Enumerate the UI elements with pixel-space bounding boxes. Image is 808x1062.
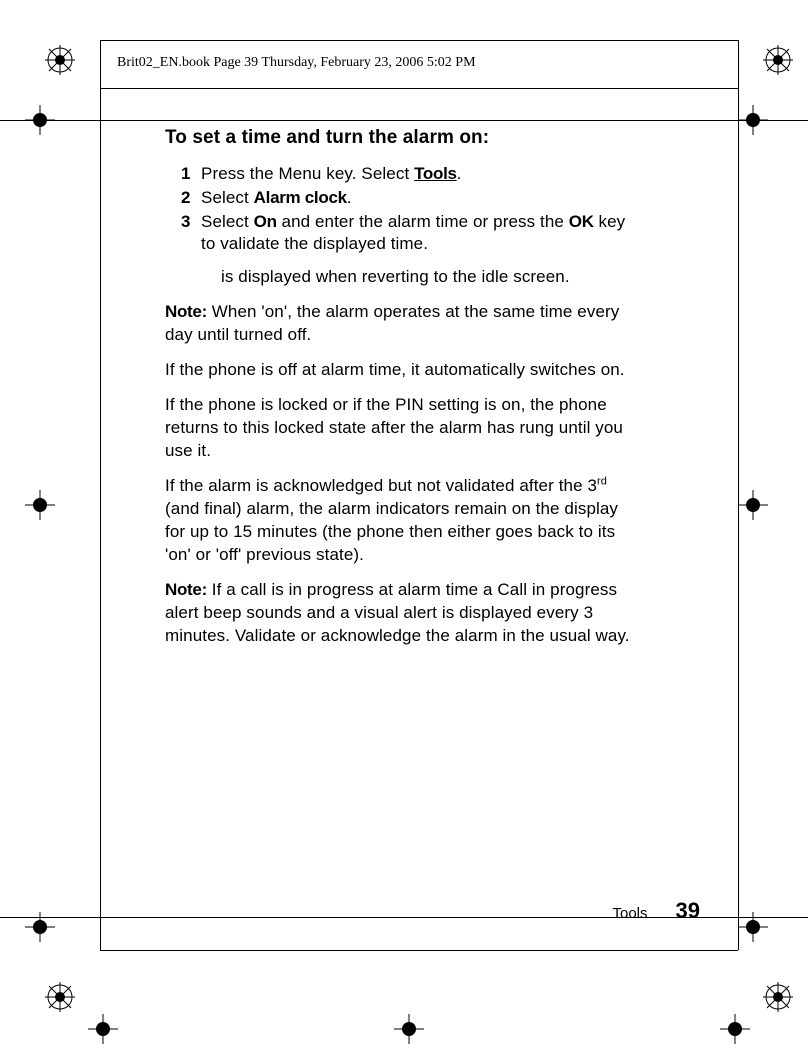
note-label: Note: xyxy=(165,302,207,321)
content-area: To set a time and turn the alarm on: 1 P… xyxy=(165,125,635,648)
ui-label: Alarm clock xyxy=(254,188,347,207)
text: Select xyxy=(201,212,254,231)
step-body: Select Alarm clock. xyxy=(201,187,635,210)
registration-mark-icon xyxy=(763,45,793,75)
text: and enter the alarm time or press the xyxy=(277,212,569,231)
ui-label: Tools xyxy=(414,164,457,183)
text: . xyxy=(347,188,352,207)
registration-mark-icon xyxy=(763,982,793,1012)
registration-mark-icon xyxy=(45,982,75,1012)
crop-mark-icon xyxy=(25,490,55,520)
text: Press the Menu key. Select xyxy=(201,164,414,183)
rule-line xyxy=(100,88,738,89)
paragraph: If the phone is off at alarm time, it au… xyxy=(165,359,635,382)
note-paragraph: Note: If a call is in progress at alarm … xyxy=(165,579,635,648)
step-number: 2 xyxy=(181,187,201,210)
step-body: Select On and enter the alarm time or pr… xyxy=(201,211,635,257)
text: . xyxy=(457,164,462,183)
rule-line xyxy=(100,40,738,41)
crop-mark-icon xyxy=(720,1014,750,1044)
running-head: Brit02_EN.book Page 39 Thursday, Februar… xyxy=(117,55,476,71)
rule-line xyxy=(100,40,101,950)
note-paragraph: Note: When 'on', the alarm operates at t… xyxy=(165,301,635,347)
note-label: Note: xyxy=(165,580,207,599)
step-item: 1 Press the Menu key. Select Tools. xyxy=(181,163,635,186)
footer-section-name: Tools xyxy=(612,905,647,922)
crop-mark-icon xyxy=(738,490,768,520)
rule-line xyxy=(100,950,738,951)
step-item: 3 Select On and enter the alarm time or … xyxy=(181,211,635,257)
crop-mark-icon xyxy=(88,1014,118,1044)
text: If the alarm is acknowledged but not val… xyxy=(165,476,597,495)
step-number: 1 xyxy=(181,163,201,186)
step-number: 3 xyxy=(181,211,201,257)
text: Select xyxy=(201,188,254,207)
paragraph: If the alarm is acknowledged but not val… xyxy=(165,475,635,567)
page-number: 39 xyxy=(676,898,700,924)
section-heading: To set a time and turn the alarm on: xyxy=(165,125,635,151)
ui-label: OK xyxy=(569,212,594,231)
page-footer: Tools 39 xyxy=(612,898,700,924)
text: (and final) alarm, the alarm indicators … xyxy=(165,499,618,564)
step-body: Press the Menu key. Select Tools. xyxy=(201,163,635,186)
superscript: rd xyxy=(597,475,607,487)
rule-line xyxy=(738,40,739,950)
page: Brit02_EN.book Page 39 Thursday, Februar… xyxy=(0,0,808,1062)
text: If a call is in progress at alarm time a… xyxy=(165,580,630,645)
registration-mark-icon xyxy=(45,45,75,75)
rule-line xyxy=(0,120,808,121)
paragraph: If the phone is locked or if the PIN set… xyxy=(165,394,635,463)
crop-mark-icon xyxy=(394,1014,424,1044)
text: When 'on', the alarm operates at the sam… xyxy=(165,302,619,344)
step-item: 2 Select Alarm clock. xyxy=(181,187,635,210)
steps-list: 1 Press the Menu key. Select Tools. 2 Se… xyxy=(181,163,635,257)
idle-screen-line: is displayed when reverting to the idle … xyxy=(221,266,635,289)
ui-label: On xyxy=(254,212,277,231)
